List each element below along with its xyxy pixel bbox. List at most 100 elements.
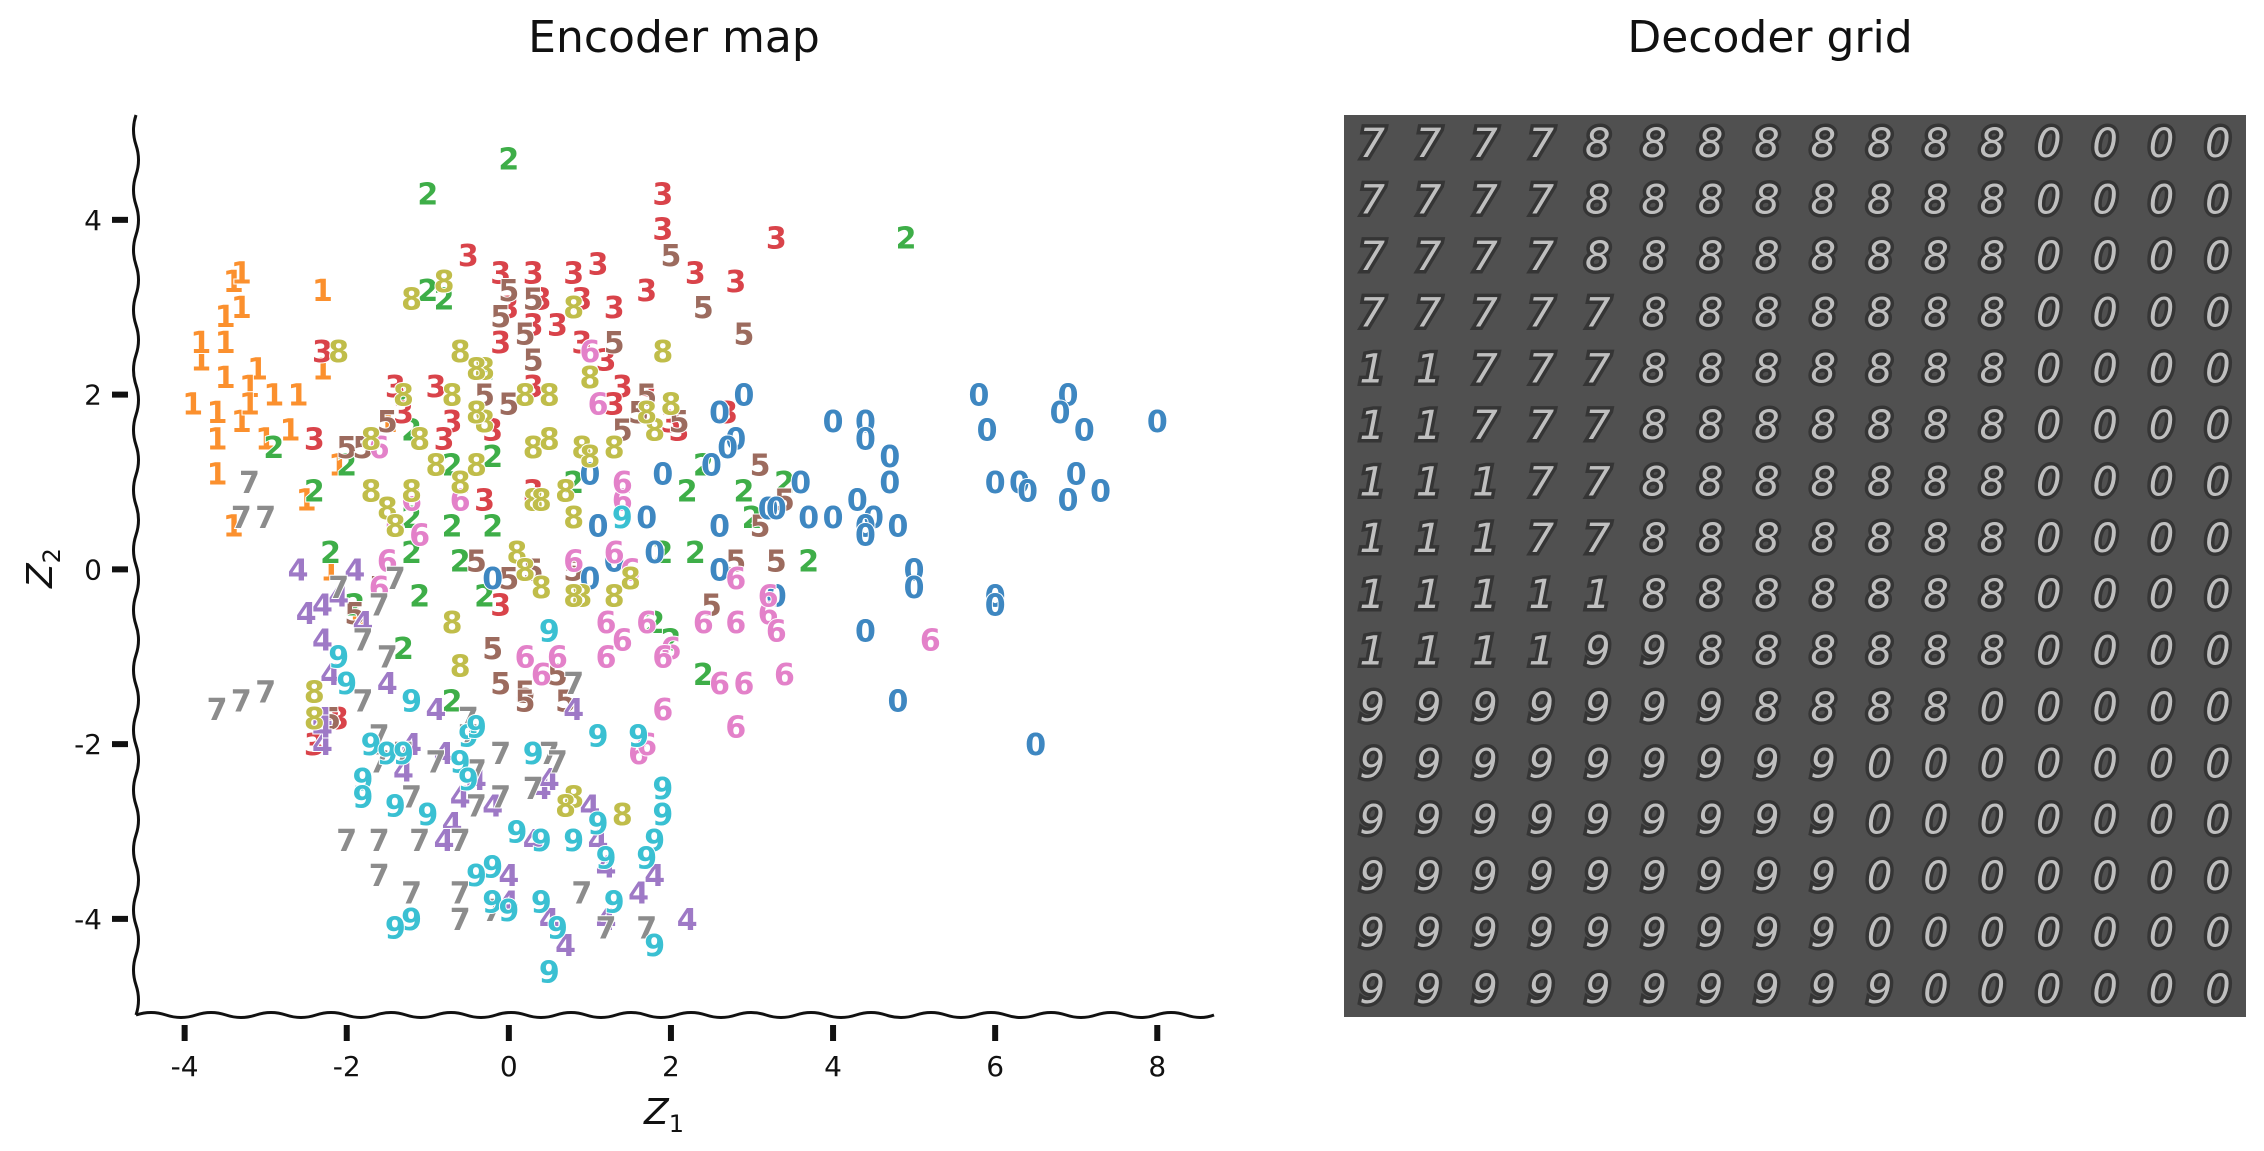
decoded-digit-tile: 9 — [1641, 910, 1666, 956]
data-point-digit-6: 6 — [725, 606, 746, 641]
data-point-digit-8: 8 — [636, 396, 657, 431]
decoded-digit-shadow: 7 — [1416, 290, 1442, 336]
data-point-digit-4: 4 — [563, 693, 584, 728]
data-point-digit-5: 5 — [661, 239, 682, 274]
decoded-digit-shadow: 8 — [1754, 685, 1779, 731]
x-tick-label: 4 — [824, 1050, 842, 1083]
data-point-digit-0: 0 — [977, 414, 998, 449]
decoded-digit-tile: 0 — [2092, 572, 2117, 618]
data-point-digit-4: 4 — [344, 553, 365, 588]
decoded-digit-shadow: 8 — [1810, 347, 1835, 393]
decoded-digit-tile: 1 — [1472, 459, 1497, 505]
decoded-digit-tile: 1 — [1359, 629, 1384, 675]
decoded-digit-shadow: 0 — [1980, 685, 2005, 731]
data-point-digit-0: 0 — [725, 422, 746, 457]
decoded-digit-tile: 8 — [1754, 290, 1779, 336]
decoded-digit-shadow: 8 — [1698, 403, 1723, 449]
decoded-digit-shadow: 7 — [1529, 178, 1555, 224]
data-point-digit-8: 8 — [425, 449, 446, 484]
decoded-digit-shadow: 7 — [1585, 290, 1611, 336]
decoded-digit-shadow: 9 — [1359, 741, 1384, 787]
data-point-digit-0: 0 — [1025, 728, 1046, 763]
decoded-digit-shadow: 8 — [1980, 629, 2005, 675]
decoded-digit-shadow: 9 — [1529, 798, 1554, 844]
decoder-panel: Decoder grid 77 77 77 77 88 88 88 88 88 88 88 88 00 0… — [1344, 12, 2246, 1017]
decoded-digit-shadow: 9 — [1754, 910, 1779, 956]
data-point-digit-2: 2 — [417, 178, 438, 213]
decoded-digit-tile: 9 — [1529, 685, 1554, 731]
decoded-digit-tile: 0 — [2205, 629, 2230, 675]
decoded-digit-tile: 0 — [2205, 290, 2230, 336]
data-point-digit-4: 4 — [312, 728, 333, 763]
decoded-digit-shadow: 0 — [2092, 967, 2117, 1013]
decoded-digit-tile: 0 — [1867, 798, 1892, 844]
data-point-digit-4: 4 — [531, 772, 552, 807]
decoded-digit-shadow: 0 — [2092, 910, 2117, 956]
decoded-digit-tile: 9 — [1698, 967, 1723, 1013]
data-point-digit-0: 0 — [1017, 475, 1038, 510]
decoded-digit-shadow: 8 — [1641, 516, 1666, 562]
data-point-digit-8: 8 — [563, 501, 584, 536]
decoded-digit-shadow: 1 — [1359, 347, 1384, 393]
data-point-digit-1: 1 — [377, 405, 398, 440]
data-point-digit-8: 8 — [361, 475, 382, 510]
data-point-digit-0: 0 — [1058, 483, 1079, 518]
decoded-digit-tile: 9 — [1472, 798, 1497, 844]
decoded-digit-shadow: 7 — [1529, 347, 1555, 393]
decoded-digit-tile: 1 — [1359, 403, 1384, 449]
data-point-digit-0: 0 — [855, 510, 876, 545]
decoded-digit-tile: 8 — [1810, 572, 1835, 618]
data-point-digit-1: 1 — [223, 510, 244, 545]
data-point-digit-2: 2 — [742, 501, 763, 536]
data-point-digit-0: 0 — [969, 379, 990, 414]
decoded-digit-shadow: 8 — [1698, 629, 1723, 675]
data-point-digit-9: 9 — [563, 824, 584, 859]
data-point-digit-6: 6 — [596, 641, 617, 676]
decoded-digit-tile: 9 — [1359, 798, 1384, 844]
decoded-digit-shadow: 8 — [1867, 572, 1892, 618]
decoded-digit-tile: 8 — [1641, 121, 1666, 167]
decoded-digit-tile: 7 — [1529, 403, 1555, 449]
decoded-digit-shadow: 7 — [1529, 121, 1555, 167]
data-point-digit-8: 8 — [531, 483, 552, 518]
data-point-digit-2: 2 — [482, 440, 503, 475]
data-point-digit-7: 7 — [336, 824, 357, 859]
decoded-digit-tile: 8 — [1754, 347, 1779, 393]
decoded-digit-shadow: 1 — [1416, 572, 1441, 618]
decoded-digit-shadow: 0 — [1867, 798, 1892, 844]
decoded-digit-tile: 0 — [1980, 967, 2005, 1013]
data-point-digit-4: 4 — [482, 789, 503, 824]
data-point-digit-3: 3 — [725, 265, 746, 300]
data-point-digit-3: 3 — [425, 370, 446, 405]
decoded-digit-shadow: 9 — [1472, 685, 1497, 731]
decoded-digit-tile: 0 — [1867, 741, 1892, 787]
decoded-digit-tile: 9 — [1529, 854, 1554, 900]
decoded-digit-tile: 0 — [1867, 910, 1892, 956]
encoder-title: Encoder map — [528, 12, 820, 63]
data-point-digit-2: 2 — [304, 475, 325, 510]
data-point-digit-9: 9 — [353, 763, 374, 798]
decoded-digit-shadow: 0 — [1867, 910, 1892, 956]
data-point-digit-9: 9 — [531, 885, 552, 920]
data-point-digit-8: 8 — [555, 789, 576, 824]
decoded-digit-tile: 0 — [2205, 572, 2230, 618]
decoded-digit-shadow: 9 — [1585, 685, 1610, 731]
decoder-title: Decoder grid — [1627, 12, 1912, 63]
data-point-digit-4: 4 — [644, 859, 665, 894]
decoded-digit-tile: 1 — [1416, 629, 1441, 675]
x-axis-line — [135, 1011, 1215, 1019]
data-point-digit-4: 4 — [450, 781, 471, 816]
data-point-digit-8: 8 — [304, 702, 325, 737]
decoded-digit-shadow: 0 — [2205, 854, 2230, 900]
data-point-digit-0: 0 — [1074, 414, 1095, 449]
decoded-digit-shadow: 0 — [2036, 910, 2061, 956]
decoded-digit-shadow: 9 — [1529, 685, 1554, 731]
data-point-digit-2: 2 — [263, 431, 284, 466]
decoded-digit-shadow: 1 — [1359, 629, 1384, 675]
decoded-digit-tile: 9 — [1472, 741, 1497, 787]
data-point-digit-1: 1 — [207, 396, 228, 431]
decoded-digit-shadow: 8 — [1867, 629, 1892, 675]
data-point-digit-7: 7 — [547, 746, 568, 781]
decoded-digit-tile: 0 — [2036, 629, 2061, 675]
data-point-digit-3: 3 — [669, 414, 690, 449]
